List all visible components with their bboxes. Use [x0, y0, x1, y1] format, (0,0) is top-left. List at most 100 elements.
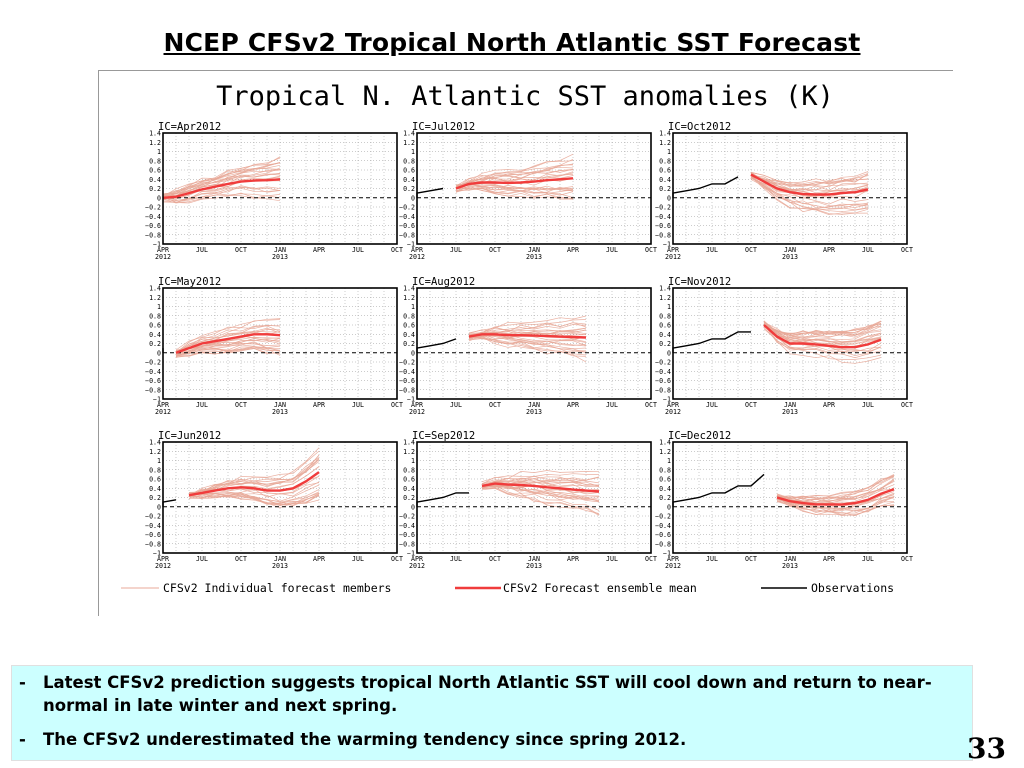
member-line	[750, 173, 869, 185]
x-tick-label: APR	[823, 401, 835, 409]
sst-anomaly-chart: Tropical N. Atlantic SST anomalies (K) I…	[121, 81, 913, 595]
member-line	[468, 319, 587, 336]
member-line	[468, 334, 587, 352]
forecast-panel: IC=May20121.41.210.80.60.40.20−0.2−0.4−0…	[145, 276, 403, 416]
x-tick-label: JUL	[706, 246, 718, 254]
y-tick-label: 0.2	[659, 340, 671, 348]
y-tick-label: −0.8	[399, 540, 415, 548]
y-tick-label: 0.8	[659, 157, 671, 165]
x-tick-label: OCT	[745, 555, 757, 563]
forecast-panel: IC=Oct20121.41.210.80.60.40.20−0.2−0.4−0…	[655, 121, 913, 261]
y-tick-label: −0.8	[399, 231, 415, 239]
member-line	[162, 192, 281, 204]
y-tick-label: 0.2	[659, 494, 671, 502]
member-line	[175, 318, 281, 354]
member-line	[750, 173, 869, 187]
x-tick-label: JUL	[606, 555, 618, 563]
x-tick-label: APR	[157, 246, 169, 254]
x-tick-label: JAN	[274, 246, 286, 254]
y-tick-label: 0.2	[149, 340, 161, 348]
y-tick-label: 0.6	[403, 322, 415, 330]
x-year-label: 2012	[155, 253, 171, 261]
x-tick-label: JUL	[450, 401, 462, 409]
y-tick-label: 1.2	[659, 448, 671, 456]
ensemble-mean-line	[481, 482, 600, 493]
y-tick-label: −0.2	[399, 359, 415, 367]
member-line	[468, 329, 587, 338]
panel-frame	[416, 441, 652, 554]
y-tick-label: −0.4	[145, 522, 161, 530]
x-tick-label: APR	[667, 555, 679, 563]
member-line	[162, 194, 281, 204]
y-tick-label: 0	[157, 503, 161, 511]
y-tick-label: 1	[157, 148, 161, 156]
x-tick-label: JAN	[274, 555, 286, 563]
member-line	[481, 480, 600, 488]
panel-frame	[416, 287, 652, 400]
x-year-label: 2012	[409, 253, 425, 261]
member-line	[188, 458, 320, 494]
x-tick-label: APR	[667, 246, 679, 254]
member-line	[763, 323, 882, 356]
observation-line	[672, 176, 739, 198]
x-tick-label: APR	[313, 246, 325, 254]
y-tick-label: 0.2	[403, 494, 415, 502]
ensemble-mean-line	[455, 177, 574, 190]
y-tick-label: −1	[407, 241, 415, 249]
y-tick-label: 1.2	[659, 139, 671, 147]
x-tick-label: JUL	[196, 555, 208, 563]
ensemble-mean-line	[162, 178, 281, 199]
y-tick-label: −0.8	[145, 231, 161, 239]
y-tick-label: 0	[667, 194, 671, 202]
y-tick-label: 1.4	[659, 439, 671, 447]
y-tick-label: 1.4	[659, 130, 671, 138]
y-tick-label: 0	[411, 194, 415, 202]
x-tick-label: APR	[567, 555, 579, 563]
y-tick-label: −0.4	[399, 213, 415, 221]
x-year-label: 2013	[782, 562, 798, 570]
member-line	[468, 324, 587, 334]
y-tick-label: −1	[153, 550, 161, 558]
member-line	[776, 500, 895, 516]
y-tick-label: 0.8	[149, 157, 161, 165]
bullet-marker: -	[19, 730, 26, 749]
summary-box: - Latest CFSv2 prediction suggests tropi…	[11, 665, 973, 761]
bullet-text: Latest CFSv2 prediction suggests tropica…	[43, 673, 932, 715]
member-line	[481, 473, 599, 483]
x-tick-label: JAN	[784, 555, 796, 563]
y-tick-label: −0.2	[145, 359, 161, 367]
member-line	[776, 497, 895, 514]
x-tick-label: APR	[313, 555, 325, 563]
member-line	[481, 487, 600, 514]
y-tick-label: 0.4	[659, 331, 671, 339]
y-tick-label: 0.4	[149, 485, 161, 493]
member-line	[162, 156, 281, 197]
y-tick-label: 0.2	[403, 340, 415, 348]
y-tick-label: −0.8	[655, 386, 671, 394]
x-tick-label: OCT	[489, 401, 501, 409]
member-line	[468, 335, 587, 357]
forecast-panel: IC=Jul20121.41.210.80.60.40.20−0.2−0.4−0…	[399, 121, 657, 261]
y-tick-label: −0.2	[145, 513, 161, 521]
member-line	[455, 163, 574, 187]
y-tick-label: 1.2	[403, 294, 415, 302]
y-tick-label: 0	[667, 349, 671, 357]
x-year-label: 2012	[665, 408, 681, 416]
member-line	[750, 172, 869, 187]
member-line	[776, 475, 895, 500]
y-tick-label: −1	[663, 241, 671, 249]
y-tick-label: 1	[667, 303, 671, 311]
y-tick-label: 1.4	[659, 285, 671, 293]
member-line	[162, 172, 281, 199]
x-tick-label: OCT	[645, 246, 657, 254]
member-line	[455, 160, 574, 187]
member-line	[750, 176, 868, 215]
x-year-label: 2013	[272, 408, 288, 416]
y-tick-label: 1	[667, 148, 671, 156]
forecast-panel: IC=Apr20121.41.210.80.60.40.20−0.2−0.4−0…	[145, 121, 403, 261]
member-line	[162, 187, 281, 203]
chart-panels: IC=Apr20121.41.210.80.60.40.20−0.2−0.4−0…	[145, 121, 913, 570]
x-tick-label: OCT	[901, 555, 913, 563]
member-line	[763, 328, 882, 359]
y-tick-label: −0.4	[399, 522, 415, 530]
